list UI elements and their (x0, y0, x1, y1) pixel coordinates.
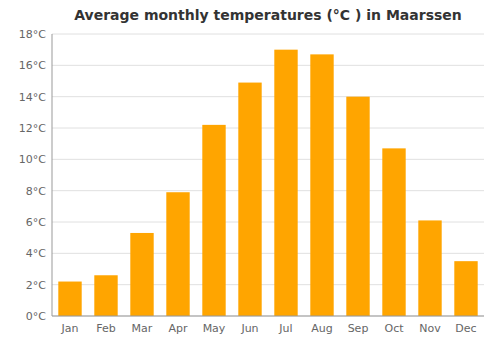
y-tick-label: 10°C (19, 153, 46, 166)
x-tick-label: Sep (348, 322, 369, 335)
y-tick-label: 2°C (26, 279, 46, 292)
y-tick-label: 4°C (26, 247, 46, 260)
bar (94, 275, 117, 316)
x-tick-label: May (203, 322, 226, 335)
bar (202, 125, 225, 316)
x-tick-label: Jan (61, 322, 79, 335)
bar (238, 83, 261, 316)
bar (166, 192, 189, 316)
y-axis: 0°C 2°C 4°C 6°C 8°C 10°C 12°C 14°C 16°C 18°C (19, 28, 46, 323)
grid-line (52, 65, 484, 66)
grid-line (52, 316, 484, 317)
y-tick-label: 18°C (19, 28, 46, 41)
x-tick-label: Aug (311, 322, 332, 335)
y-tick-label: 0°C (26, 310, 46, 323)
bar (418, 220, 441, 316)
bar (58, 282, 81, 316)
bar (310, 54, 333, 316)
grid-line (52, 159, 484, 160)
grid-line (52, 96, 484, 97)
grid-line (52, 34, 484, 35)
y-axis-line (52, 34, 53, 316)
y-tick-label: 6°C (26, 216, 46, 229)
y-tick-label: 14°C (19, 91, 46, 104)
grid-line (52, 190, 484, 191)
x-tick-label: Nov (419, 322, 441, 335)
chart-container: Average monthly temperatures (°C ) in Ma… (0, 0, 500, 350)
chart: Average monthly temperatures (°C ) in Ma… (0, 0, 500, 350)
x-tick-label: Mar (132, 322, 153, 335)
grid-line (52, 128, 484, 129)
x-tick-label: Dec (455, 322, 476, 335)
bar (274, 50, 297, 316)
grid (52, 34, 484, 316)
bar (346, 97, 369, 316)
x-tick-label: Jun (240, 322, 258, 335)
bar (130, 233, 153, 316)
y-tick-label: 12°C (19, 122, 46, 135)
x-tick-label: Oct (384, 322, 404, 335)
title: Average monthly temperatures (°C ) in Ma… (74, 7, 462, 23)
x-tick-label: Feb (96, 322, 115, 335)
y-tick-label: 16°C (19, 59, 46, 72)
bar (382, 148, 405, 316)
bar (454, 261, 477, 316)
x-tick-label: Jul (278, 322, 292, 335)
x-axis-line (52, 316, 484, 317)
bars (58, 50, 477, 316)
x-axis: Jan Feb Mar Apr May Jun Jul Aug Sep Oct Nov Dec (61, 322, 477, 335)
y-tick-label: 8°C (26, 185, 46, 198)
x-tick-label: Apr (168, 322, 188, 335)
